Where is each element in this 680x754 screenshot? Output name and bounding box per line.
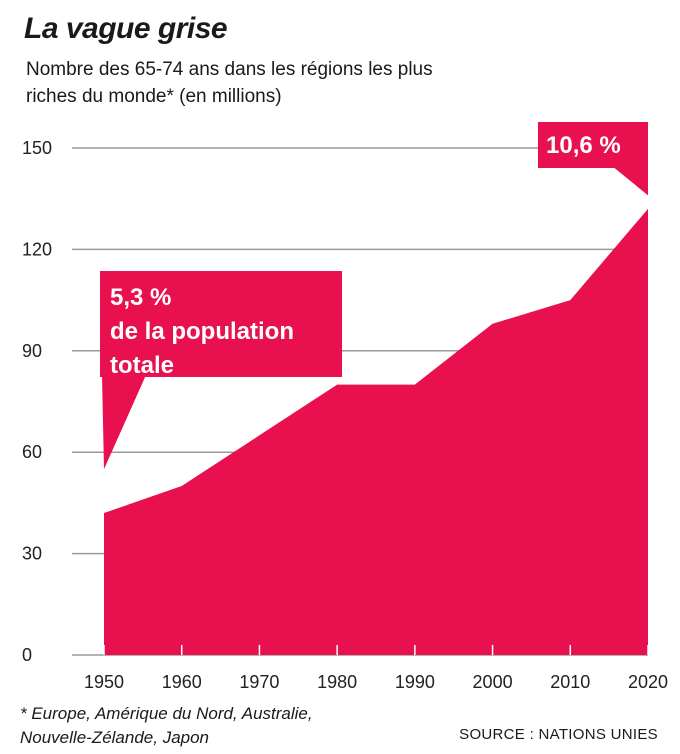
y-tick-label: 90 [22,341,42,361]
x-tick-label: 2010 [550,672,590,692]
callout-label-2020: 10,6 % [546,132,621,159]
x-tick-label: 1970 [239,672,279,692]
callouts: 5,3 % de la population totale 10,6 % [100,122,648,470]
y-tick-label: 30 [22,544,42,564]
x-tick-label: 1960 [162,672,202,692]
chart-subtitle: Nombre des 65-74 ans dans les régions le… [26,59,433,107]
x-axis: 1950 1960 1970 1980 1990 2000 2010 2020 [84,645,668,692]
source-note: SOURCE : NATIONS UNIES [459,726,658,743]
x-tick-label: 1990 [395,672,435,692]
y-tick-label: 120 [22,239,52,259]
chart-title: La vague grise [24,12,228,45]
x-tick-label: 2020 [628,672,668,692]
x-tick-label: 1980 [317,672,357,692]
callout-box-1950 [100,271,342,377]
y-tick-label: 150 [22,138,52,158]
x-tick-label: 1950 [84,672,124,692]
callout-label-1950: de la population [110,318,294,345]
callout-pointer-2020 [612,166,648,196]
footnote: * Europe, Amérique du Nord, Australie, N… [20,704,313,747]
callout-label-1950: totale [110,352,174,379]
y-tick-label: 0 [22,645,32,665]
y-axis: 0 30 60 90 120 150 [22,138,52,665]
callout-label-1950: 5,3 % [110,284,171,311]
x-tick-label: 2000 [473,672,513,692]
callout-box-2020 [538,122,648,168]
area-series [104,208,648,655]
callout-pointer-1950 [102,375,146,470]
y-tick-label: 60 [22,442,42,462]
area-fill [104,208,648,655]
